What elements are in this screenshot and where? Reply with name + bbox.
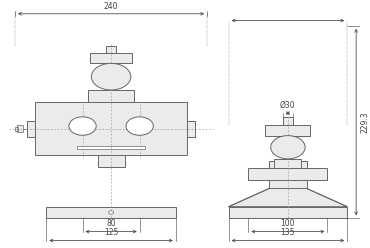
Bar (90, 53, 132, 63)
Bar (88, 90, 134, 102)
Circle shape (69, 117, 96, 135)
Bar (98, 155, 125, 167)
Bar (229, 207, 347, 218)
Text: 240: 240 (104, 2, 118, 11)
Polygon shape (229, 188, 347, 207)
Text: 229.3: 229.3 (360, 111, 370, 133)
Text: 125: 125 (104, 228, 118, 237)
Bar (269, 161, 307, 188)
Text: Ø30: Ø30 (280, 101, 296, 110)
Text: 100: 100 (281, 219, 295, 228)
Bar (266, 125, 310, 136)
Bar (35, 102, 187, 155)
Bar (15, 127, 17, 131)
Circle shape (91, 63, 131, 90)
Bar (248, 168, 327, 180)
Circle shape (126, 117, 153, 135)
Bar (106, 46, 116, 53)
Bar (283, 118, 293, 125)
Text: 135: 135 (281, 228, 295, 237)
Circle shape (271, 136, 305, 159)
Text: 80: 80 (106, 219, 116, 228)
Bar (17, 125, 23, 132)
Bar (77, 146, 145, 149)
Bar (187, 121, 195, 137)
Bar (275, 159, 302, 168)
Bar (47, 207, 176, 218)
Bar (27, 121, 35, 137)
Circle shape (108, 211, 114, 214)
